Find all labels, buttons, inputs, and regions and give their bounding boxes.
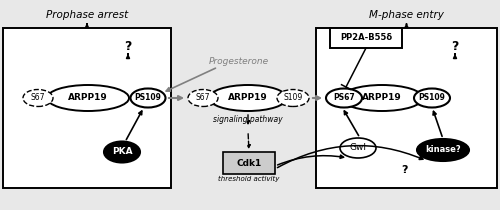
- Ellipse shape: [340, 138, 376, 158]
- Text: ARPP19: ARPP19: [68, 93, 108, 102]
- Text: PKA: PKA: [112, 147, 132, 156]
- Bar: [3, 28, 171, 188]
- Text: ARPP19: ARPP19: [362, 93, 402, 102]
- Ellipse shape: [23, 89, 53, 106]
- Text: PP2A-B55δ: PP2A-B55δ: [340, 34, 392, 42]
- Ellipse shape: [104, 142, 140, 163]
- Bar: [316, 28, 497, 188]
- Ellipse shape: [277, 89, 309, 106]
- Text: ?: ?: [124, 41, 132, 54]
- Text: Progesterone: Progesterone: [209, 58, 269, 67]
- Text: M-phase entry: M-phase entry: [369, 10, 444, 20]
- Text: threshold activity: threshold activity: [218, 176, 280, 182]
- Text: Prophase arrest: Prophase arrest: [46, 10, 128, 20]
- Ellipse shape: [341, 85, 423, 111]
- Text: kinase?: kinase?: [425, 146, 461, 155]
- Ellipse shape: [47, 85, 129, 111]
- Text: PS109: PS109: [134, 93, 162, 102]
- Text: PS67: PS67: [333, 93, 355, 102]
- Text: ARPP19: ARPP19: [228, 93, 268, 102]
- Ellipse shape: [130, 88, 166, 108]
- Text: ?: ?: [402, 165, 408, 175]
- Text: S67: S67: [31, 93, 46, 102]
- Text: Gwl: Gwl: [350, 143, 366, 152]
- Bar: [223, 152, 275, 174]
- Text: signaling pathway: signaling pathway: [213, 114, 283, 123]
- Ellipse shape: [414, 88, 450, 108]
- Text: ?: ?: [452, 41, 458, 54]
- Ellipse shape: [209, 85, 287, 111]
- Text: PS109: PS109: [418, 93, 446, 102]
- Text: S109: S109: [284, 93, 302, 102]
- Ellipse shape: [188, 89, 218, 106]
- Text: S67: S67: [196, 93, 210, 102]
- Ellipse shape: [417, 139, 469, 161]
- Ellipse shape: [326, 88, 362, 108]
- Bar: [330, 28, 402, 48]
- Text: Cdk1: Cdk1: [236, 159, 262, 168]
